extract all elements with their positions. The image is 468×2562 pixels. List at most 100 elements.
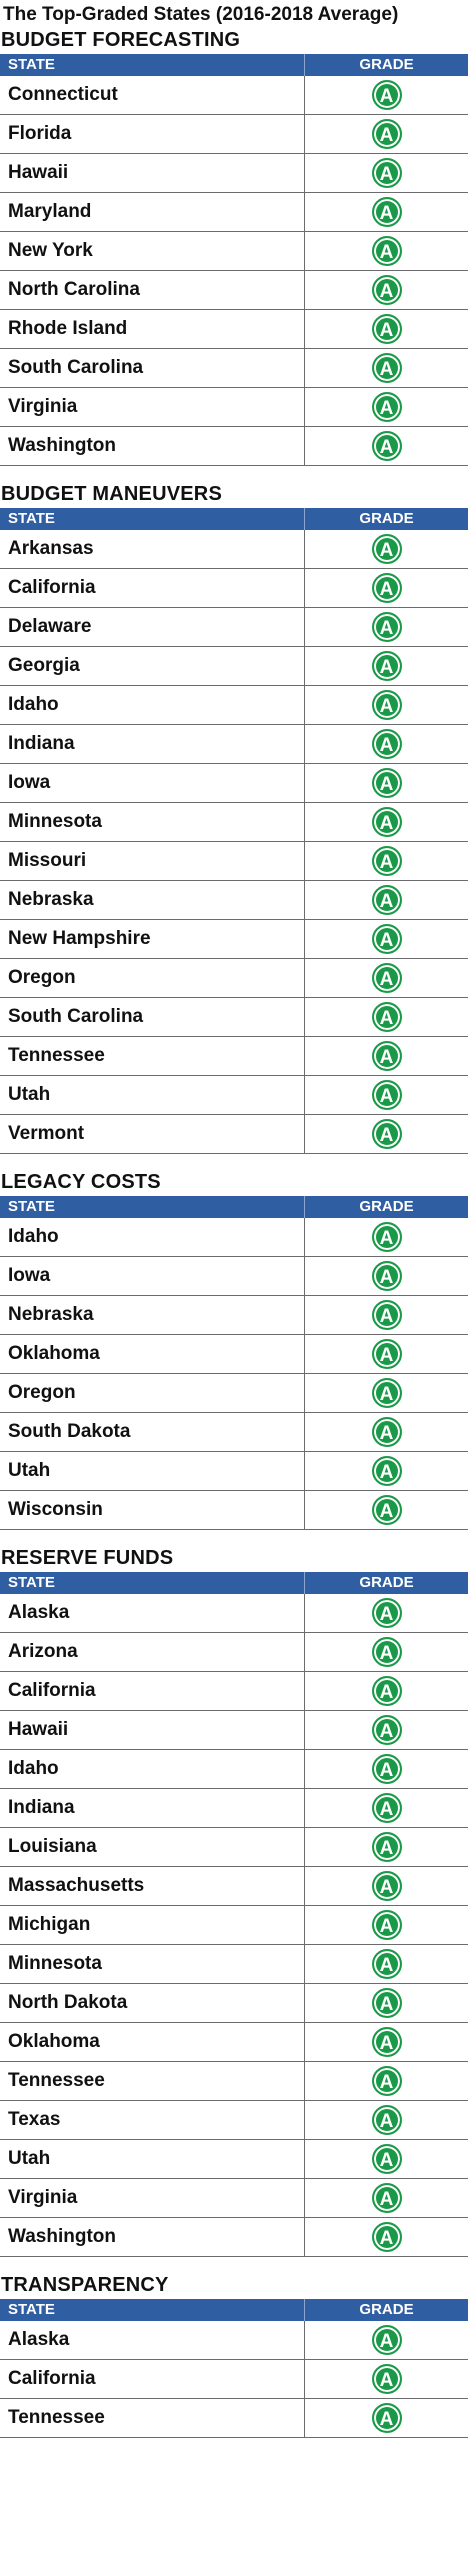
grade-a-badge: A: [371, 768, 402, 798]
column-header-state: STATE: [0, 2299, 305, 2321]
state-name: Utah: [0, 2140, 305, 2178]
grade-a-badge: A: [371, 1949, 402, 1979]
grade-cell: A: [305, 76, 468, 114]
state-name: Oklahoma: [0, 2023, 305, 2061]
grade-cell: A: [305, 1335, 468, 1373]
section-spacer: [0, 1154, 468, 1168]
grade-a-badge: A: [371, 1417, 402, 1447]
state-name: Oklahoma: [0, 1335, 305, 1373]
grade-a-badge: A: [371, 1378, 402, 1408]
grade-cell: A: [305, 1218, 468, 1256]
grade-cell: A: [305, 686, 468, 724]
table-row: Virginia A: [0, 2179, 468, 2218]
grade-cell: A: [305, 998, 468, 1036]
state-name: Iowa: [0, 764, 305, 802]
grade-cell: A: [305, 2179, 468, 2217]
grade-cell: A: [305, 920, 468, 958]
section-title: RESERVE FUNDS: [1, 1547, 174, 1569]
grade-a-badge: A: [371, 1910, 402, 1940]
section-title: LEGACY COSTS: [1, 1171, 161, 1193]
table-row: Rhode Island A: [0, 310, 468, 349]
column-header-state: STATE: [0, 54, 305, 76]
state-name: Utah: [0, 1076, 305, 1114]
state-name: Washington: [0, 2218, 305, 2256]
state-name: Virginia: [0, 2179, 305, 2217]
state-name: Georgia: [0, 647, 305, 685]
grade-a-badge: A: [371, 1300, 402, 1330]
state-name: Minnesota: [0, 1945, 305, 1983]
grade-cell: A: [305, 2062, 468, 2100]
table-row: Utah A: [0, 2140, 468, 2179]
state-name: Alaska: [0, 1594, 305, 1632]
grade-cell: A: [305, 271, 468, 309]
grade-cell: A: [305, 764, 468, 802]
table-row: Maryland A: [0, 193, 468, 232]
grade-cell: A: [305, 232, 468, 270]
table-row: Alaska A: [0, 1594, 468, 1633]
grade-a-badge: A: [371, 1793, 402, 1823]
grade-cell: A: [305, 1296, 468, 1334]
table-row: Idaho A: [0, 1750, 468, 1789]
grade-a-badge: A: [371, 431, 402, 461]
grade-a-badge: A: [371, 275, 402, 305]
table-row: Oregon A: [0, 1374, 468, 1413]
column-header-grade: GRADE: [359, 1198, 414, 1215]
table-row: North Carolina A: [0, 271, 468, 310]
table-row: Alaska A: [0, 2321, 468, 2360]
grade-cell: A: [305, 427, 468, 465]
state-name: North Carolina: [0, 271, 305, 309]
section-legacy-costs: LEGACY COSTS STATE GRADE Idaho A Iowa A Nebrask…: [0, 1168, 468, 1544]
grade-cell: A: [305, 1257, 468, 1295]
section-budget-forecasting: BUDGET FORECASTING STATE GRADE Connecticut A…: [0, 26, 468, 480]
grade-cell: A: [305, 2101, 468, 2139]
table-row: Hawaii A: [0, 154, 468, 193]
state-name: Rhode Island: [0, 310, 305, 348]
state-name: South Carolina: [0, 998, 305, 1036]
state-name: New Hampshire: [0, 920, 305, 958]
table-row: Florida A: [0, 115, 468, 154]
state-name: California: [0, 569, 305, 607]
grade-cell: A: [305, 1076, 468, 1114]
section-spacer: [0, 466, 468, 480]
grade-cell: A: [305, 2140, 468, 2178]
state-name: Michigan: [0, 1906, 305, 1944]
column-header-state: STATE: [0, 1196, 305, 1218]
column-header-grade: GRADE: [359, 1574, 414, 1591]
table-row: Nebraska A: [0, 881, 468, 920]
grade-a-badge: A: [371, 1637, 402, 1667]
state-name: Hawaii: [0, 1711, 305, 1749]
table-row: California A: [0, 2360, 468, 2399]
table-row: California A: [0, 1672, 468, 1711]
state-name: Missouri: [0, 842, 305, 880]
grade-cell: A: [305, 1115, 468, 1153]
grade-a-badge: A: [371, 1832, 402, 1862]
grade-a-badge: A: [371, 2105, 402, 2135]
grade-a-badge: A: [371, 534, 402, 564]
grade-a-badge: A: [371, 1339, 402, 1369]
state-name: Wisconsin: [0, 1491, 305, 1529]
grade-cell: A: [305, 310, 468, 348]
grade-cell: A: [305, 608, 468, 646]
table-row: New York A: [0, 232, 468, 271]
state-name: Maryland: [0, 193, 305, 231]
state-name: Louisiana: [0, 1828, 305, 1866]
table-row: Oklahoma A: [0, 1335, 468, 1374]
state-name: South Carolina: [0, 349, 305, 387]
grade-cell: A: [305, 1374, 468, 1412]
column-header-grade: GRADE: [359, 56, 414, 73]
grade-cell: A: [305, 2218, 468, 2256]
grade-a-badge: A: [371, 1002, 402, 1032]
state-name: Minnesota: [0, 803, 305, 841]
grade-cell: A: [305, 803, 468, 841]
table-row: New Hampshire A: [0, 920, 468, 959]
grade-a-badge: A: [371, 573, 402, 603]
grade-cell: A: [305, 881, 468, 919]
grade-cell: A: [305, 1867, 468, 1905]
state-name: California: [0, 2360, 305, 2398]
grade-cell: A: [305, 1037, 468, 1075]
state-name: North Dakota: [0, 1984, 305, 2022]
table-row: Massachusetts A: [0, 1867, 468, 1906]
column-header-state: STATE: [0, 1572, 305, 1594]
grade-a-badge: A: [371, 1715, 402, 1745]
grade-cell: A: [305, 647, 468, 685]
